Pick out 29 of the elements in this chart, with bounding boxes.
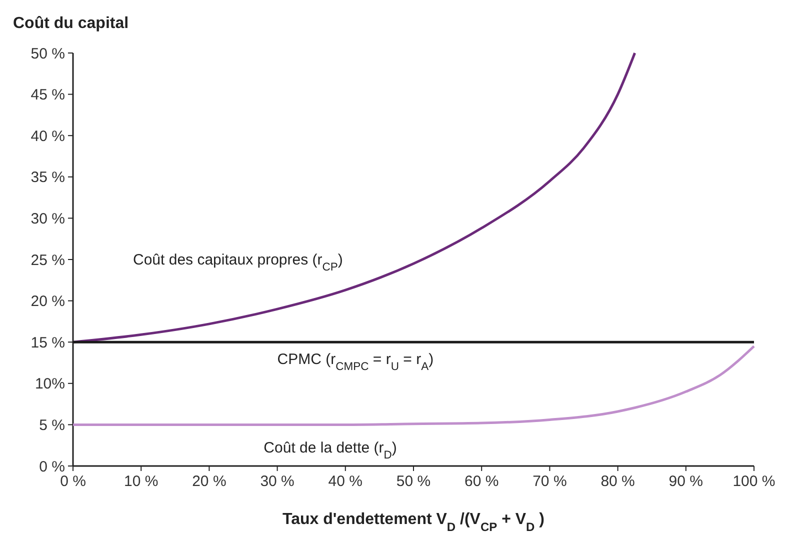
series-label: Coût de la dette (r$_{D}$) (264, 440, 397, 462)
y-tick-label: 50 % (30, 45, 65, 62)
x-tick-label: 20 % (192, 473, 226, 490)
y-tick-label: 40 % (30, 128, 65, 145)
x-tick-label: 80 % (600, 473, 635, 490)
y-tick-label: 45 % (30, 86, 65, 104)
series-label: CPMC (r$_{CMPC}$ = r$_{U}$ = r$_{A}$) (277, 351, 434, 374)
x-axis-title: Taux d'endettement V$_{D}$ /(V$_{CP}$ + V$_{D}$ ) (282, 511, 545, 534)
x-tick-label: 30 % (260, 473, 294, 490)
line-series (72, 344, 756, 426)
x-tick-label: 10 % (124, 473, 158, 490)
x-tick-label: 100 % (732, 473, 776, 490)
x-tick-label: 90 % (668, 473, 703, 490)
x-tick-label: 60 % (464, 473, 499, 490)
x-tick-label: 50 % (396, 473, 431, 490)
x-tick-label: 40 % (328, 473, 362, 490)
series-label: Coût des capitaux propres (r$_{CP}$) (133, 252, 343, 274)
y-tick-label: 10% (34, 376, 65, 393)
x-tick-label: 70 % (532, 473, 567, 490)
y-tick-label: 15 % (30, 334, 65, 352)
y-tick-label: 30 % (30, 210, 65, 228)
x-tick-label: 0 % (60, 473, 86, 490)
y-tick-label: 5 % (39, 416, 65, 434)
line-series (72, 52, 636, 344)
y-tick-label: 35 % (30, 169, 65, 186)
y-tick-label: 25 % (30, 252, 65, 269)
y-axis-title: Coût du capital (13, 15, 129, 32)
y-tick-label: 20 % (30, 293, 65, 310)
y-tick-label: 0 % (39, 458, 65, 476)
